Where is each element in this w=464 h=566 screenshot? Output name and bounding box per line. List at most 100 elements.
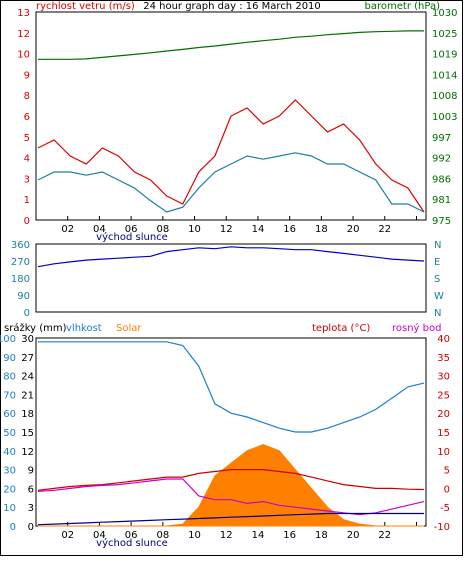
direction-tick-label: 180 — [11, 274, 30, 285]
x-tick-label: 20 — [347, 530, 360, 541]
humidity-tick-label: 10 — [3, 503, 16, 514]
temperature-tick-label: 5 — [444, 466, 450, 477]
sunrise-label: východ slunce — [96, 231, 168, 243]
dewpoint-legend: rosný bod — [392, 322, 441, 334]
humidity-tick-label: 100 — [0, 334, 16, 345]
wind-tick-label: 8 — [24, 91, 30, 102]
barometer-tick-label: 1030 — [432, 8, 457, 19]
temperature-legend: teplota (°C) — [312, 323, 370, 334]
x-tick-label: 14 — [252, 224, 265, 235]
direction-tick-label: 360 — [11, 240, 30, 251]
temperature-tick-label: 0 — [444, 484, 450, 495]
x-tick-label: 06 — [125, 224, 138, 235]
rain-axis-label: srážky (mm) — [4, 322, 67, 334]
wind-tick-label: 1 — [24, 195, 30, 206]
humidity-tick-label: 40 — [3, 447, 16, 458]
x-tick-label: 10 — [188, 530, 201, 541]
rain-tick-label: 30 — [21, 334, 34, 345]
x-tick-label: 10 — [188, 224, 201, 235]
x-tick-label: 16 — [283, 224, 296, 235]
humidity-line — [38, 341, 425, 433]
x-tick-label: 22 — [378, 530, 391, 541]
rain-tick-label: 3 — [28, 503, 34, 514]
barometer-tick-label: 1019 — [432, 50, 457, 61]
temperature-tick-label: -10 — [434, 522, 450, 533]
rain-tick-label: 24 — [21, 372, 34, 383]
barometer-tick-label: 1003 — [432, 112, 457, 123]
x-tick-label: 22 — [378, 224, 391, 235]
direction-tick-label: 270 — [11, 257, 30, 268]
temperature-tick-label: -5 — [440, 503, 450, 514]
x-tick-label: 02 — [61, 224, 74, 235]
sunrise-label: východ slunce — [96, 537, 168, 549]
barometer-tick-label: 975 — [432, 216, 451, 227]
x-tick-label: 08 — [156, 530, 169, 541]
x-tick-label: 06 — [125, 530, 138, 541]
dewpoint-line — [37, 478, 425, 516]
compass-tick-label: E — [434, 257, 440, 268]
wind-tick-label: 3 — [24, 174, 30, 185]
rain-tick-label: 12 — [21, 447, 34, 458]
direction-tick-label: 90 — [17, 291, 30, 302]
humidity-tick-label: 0 — [10, 522, 16, 533]
x-tick-label: 18 — [315, 224, 328, 235]
x-tick-label: 12 — [220, 530, 233, 541]
rain-tick-label: 0 — [28, 522, 34, 533]
temperature-tick-label: 20 — [437, 409, 450, 420]
x-tick-label: 18 — [315, 530, 328, 541]
x-tick-label: 04 — [93, 224, 106, 235]
x-tick-label: 14 — [252, 530, 265, 541]
temperature-tick-label: 10 — [437, 447, 450, 458]
compass-tick-label: N — [434, 240, 441, 251]
x-tick-label: 12 — [220, 224, 233, 235]
wind-tick-label: 12 — [17, 29, 30, 40]
gust-line — [37, 99, 425, 213]
x-tick-label: 20 — [347, 224, 360, 235]
x-tick-label: 04 — [93, 530, 106, 541]
rain-tick-label: 9 — [28, 466, 34, 477]
humidity-tick-label: 90 — [3, 353, 16, 364]
x-tick-label: 16 — [283, 530, 296, 541]
rain-tick-label: 21 — [21, 390, 34, 401]
wind-tick-label: 10 — [17, 50, 30, 61]
barometer-tick-label: 981 — [432, 195, 451, 206]
x-tick-label: 08 — [156, 224, 169, 235]
humidity-tick-label: 20 — [3, 484, 16, 495]
rain-tick-label: 6 — [28, 484, 34, 495]
chart-title: 24 hour graph day : 16 March 2010 — [143, 1, 321, 12]
x-tick-label: 02 — [61, 530, 74, 541]
humidity-tick-label: 50 — [3, 428, 16, 439]
wind-speed-line — [37, 152, 425, 213]
barometer-tick-label: 997 — [432, 133, 451, 144]
solar-area — [38, 443, 424, 527]
humidity-tick-label: 80 — [3, 372, 16, 383]
rain-tick-label: 18 — [21, 409, 34, 420]
temperature-tick-label: 35 — [437, 353, 450, 364]
panel2-frame — [35, 243, 427, 313]
temperature-tick-label: 25 — [437, 390, 450, 401]
panel1-frame — [35, 11, 427, 221]
compass-tick-label: W — [434, 291, 444, 302]
pressure-line — [38, 30, 424, 60]
wind-tick-label: 4 — [24, 154, 30, 165]
barometer-tick-label: 1025 — [432, 29, 457, 40]
compass-tick-label: S — [434, 274, 440, 285]
barometer-tick-label: 992 — [432, 154, 451, 165]
wind-tick-label: 13 — [17, 8, 30, 19]
temperature-tick-label: 40 — [437, 334, 450, 345]
wind-tick-label: 6 — [24, 112, 30, 123]
temperature-line — [37, 469, 425, 491]
direction-tick-label: 0 — [24, 308, 30, 319]
rain-tick-label: 27 — [21, 353, 34, 364]
wind-tick-label: 0 — [24, 216, 30, 227]
rain-line — [37, 512, 424, 526]
rain-tick-label: 15 — [21, 428, 34, 439]
direction-line — [37, 246, 425, 268]
barometer-tick-label: 1008 — [432, 91, 457, 102]
humidity-legend: vlhkost — [66, 323, 102, 334]
humidity-tick-label: 30 — [3, 466, 16, 477]
humidity-tick-label: 60 — [3, 409, 16, 420]
